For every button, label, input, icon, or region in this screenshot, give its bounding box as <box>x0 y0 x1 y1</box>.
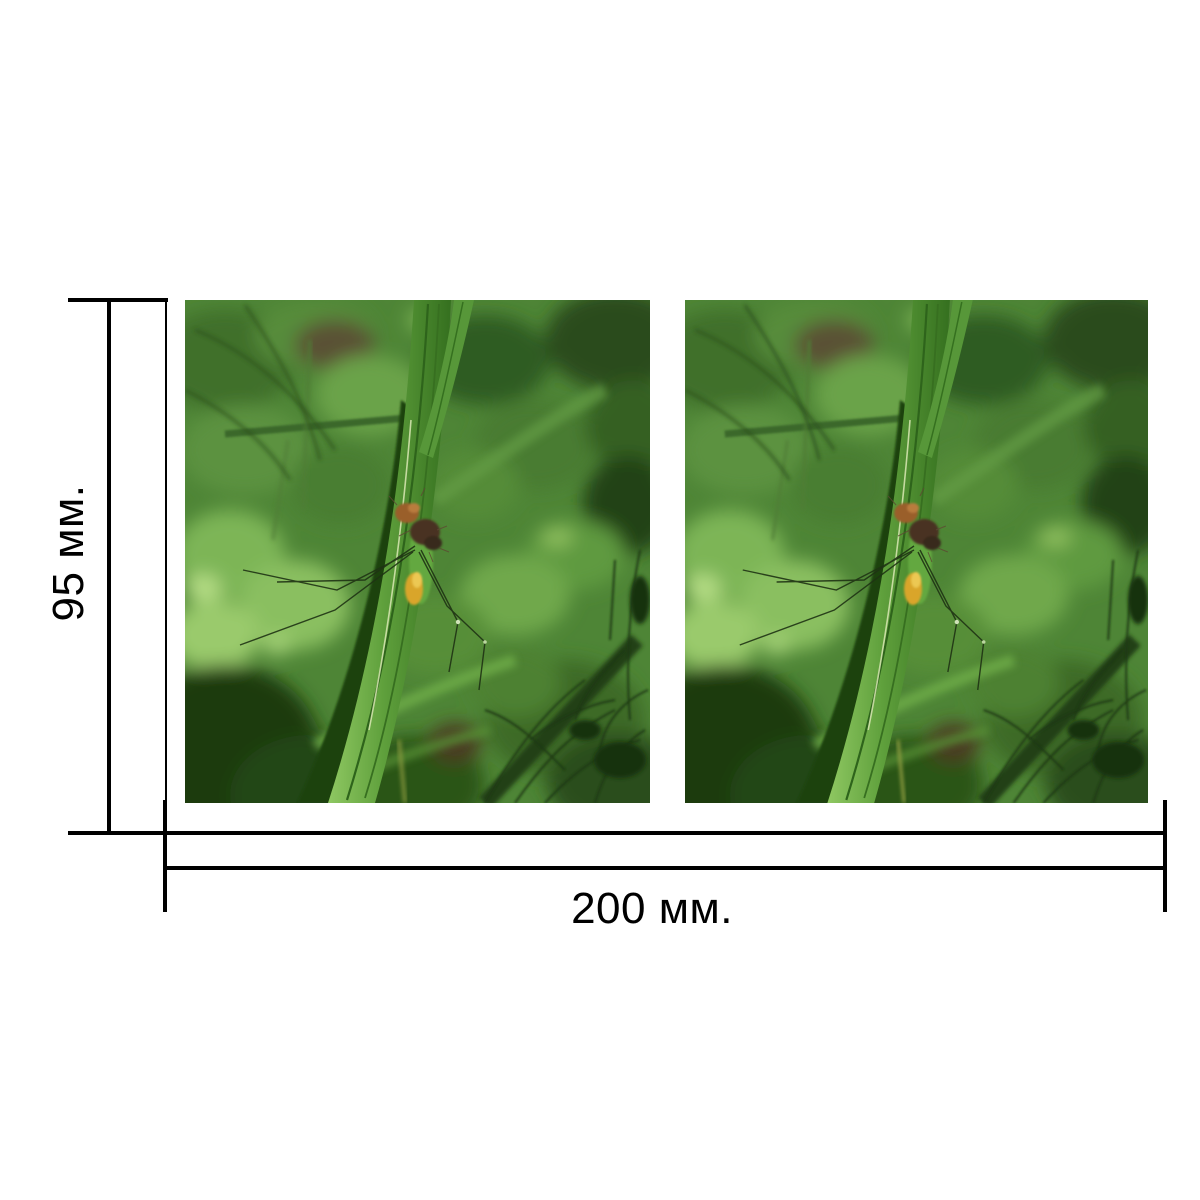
width-dimension-right-tick <box>1163 800 1167 912</box>
width-dimension-label: 200 мм. <box>571 884 733 933</box>
photo-left <box>185 300 650 803</box>
photo-right-image <box>685 300 1148 803</box>
height-dimension-label: 95 мм. <box>44 484 93 622</box>
photo-right <box>685 300 1148 803</box>
bottom-rule-line <box>68 831 1167 835</box>
width-dimension-line <box>163 866 1167 870</box>
height-dimension-line <box>107 298 111 835</box>
left-extension-line <box>165 300 167 802</box>
photo-left-image <box>185 300 650 803</box>
height-dimension-top-tick <box>68 298 168 302</box>
width-dimension-left-tick <box>163 800 167 912</box>
